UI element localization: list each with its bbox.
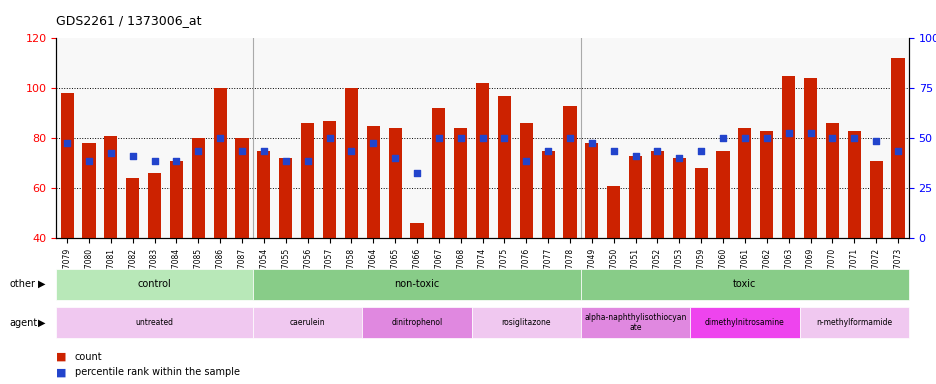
Bar <box>651 151 664 338</box>
Bar <box>148 173 161 338</box>
Text: ▶: ▶ <box>37 318 45 328</box>
Text: dimethylnitrosamine: dimethylnitrosamine <box>704 318 784 327</box>
Text: other: other <box>9 279 36 289</box>
Text: caerulein: caerulein <box>289 318 325 327</box>
Point <box>758 135 773 141</box>
Text: toxic: toxic <box>733 279 755 289</box>
Text: untreated: untreated <box>136 318 173 327</box>
Point <box>868 138 883 144</box>
Text: rosiglitazone: rosiglitazone <box>501 318 550 327</box>
Bar <box>323 121 336 338</box>
Bar <box>890 58 903 338</box>
Point <box>191 147 206 154</box>
Bar <box>869 161 882 338</box>
Point <box>125 152 140 159</box>
Point <box>234 147 249 154</box>
Text: agent: agent <box>9 318 37 328</box>
Bar <box>344 88 358 338</box>
Bar <box>716 151 729 338</box>
Bar <box>213 88 227 338</box>
Bar <box>563 106 576 338</box>
Bar <box>300 123 314 338</box>
Bar <box>104 136 117 338</box>
Point <box>81 157 96 164</box>
Point <box>147 157 162 164</box>
Point <box>562 135 577 141</box>
Point <box>278 157 293 164</box>
Bar <box>410 223 423 338</box>
Bar <box>803 78 816 338</box>
Text: ■: ■ <box>56 367 66 377</box>
Text: non-toxic: non-toxic <box>394 279 439 289</box>
Point <box>584 140 599 146</box>
Point <box>824 135 839 141</box>
Text: GDS2261 / 1373006_at: GDS2261 / 1373006_at <box>56 14 201 27</box>
Text: dinitrophenol: dinitrophenol <box>391 318 442 327</box>
Bar <box>759 131 772 338</box>
Point <box>431 135 446 141</box>
Point <box>496 135 511 141</box>
Bar <box>782 76 795 338</box>
Bar <box>847 131 860 338</box>
Bar <box>169 161 183 338</box>
Bar <box>475 83 489 338</box>
Point <box>475 135 490 141</box>
Text: ▶: ▶ <box>37 279 45 289</box>
Point <box>671 155 686 161</box>
Point <box>846 135 861 141</box>
Bar <box>738 128 751 338</box>
Point <box>606 147 621 154</box>
Bar <box>541 151 554 338</box>
Point <box>737 135 752 141</box>
Point <box>540 147 555 154</box>
Point <box>322 135 337 141</box>
Text: control: control <box>138 279 171 289</box>
Bar <box>366 126 379 338</box>
Point <box>650 147 665 154</box>
Text: n-methylformamide: n-methylformamide <box>815 318 891 327</box>
Bar <box>497 96 510 338</box>
Point <box>693 147 708 154</box>
Point <box>344 147 358 154</box>
Point <box>409 170 424 176</box>
Bar <box>628 156 641 338</box>
Point <box>256 147 271 154</box>
Point <box>212 135 227 141</box>
Bar <box>672 158 685 338</box>
Bar <box>694 168 707 338</box>
Point <box>300 157 314 164</box>
Bar <box>257 151 271 338</box>
Point <box>365 140 380 146</box>
Bar <box>279 158 292 338</box>
Point <box>388 155 402 161</box>
Point <box>781 130 796 136</box>
Bar <box>519 123 533 338</box>
Point <box>60 140 75 146</box>
Point <box>168 157 183 164</box>
Text: ■: ■ <box>56 352 66 362</box>
Point <box>889 147 904 154</box>
Bar <box>192 138 205 338</box>
Bar <box>825 123 838 338</box>
Bar <box>585 143 598 338</box>
Bar <box>82 143 95 338</box>
Bar <box>388 128 402 338</box>
Bar <box>607 185 620 338</box>
Bar <box>454 128 467 338</box>
Text: percentile rank within the sample: percentile rank within the sample <box>75 367 240 377</box>
Point <box>519 157 534 164</box>
Text: alpha-naphthylisothiocyan
ate: alpha-naphthylisothiocyan ate <box>584 313 686 332</box>
Point <box>715 135 730 141</box>
Bar <box>431 108 445 338</box>
Point <box>802 130 817 136</box>
Text: count: count <box>75 352 102 362</box>
Bar <box>235 138 248 338</box>
Bar <box>61 93 74 338</box>
Bar <box>126 178 139 338</box>
Point <box>627 152 642 159</box>
Point <box>453 135 468 141</box>
Point <box>103 150 118 156</box>
